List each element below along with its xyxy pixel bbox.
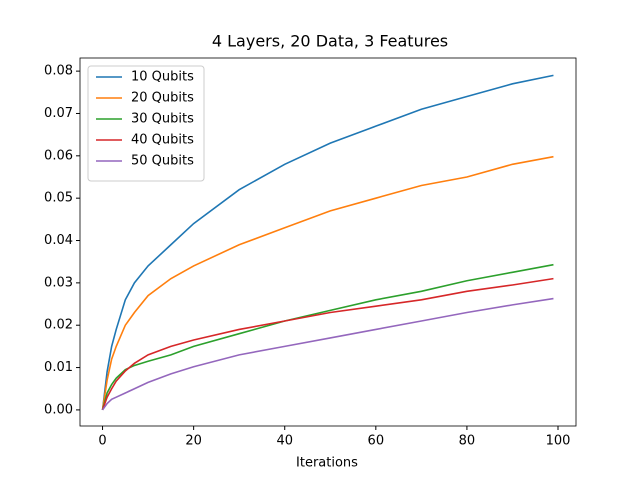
x-axis-label: Iterations	[296, 456, 358, 471]
y-tick-label: 0.00	[44, 402, 73, 417]
chart-title: 4 Layers, 20 Data, 3 Features	[212, 32, 448, 51]
x-tick-label: 100	[546, 434, 571, 449]
legend-box	[87, 65, 205, 182]
x-tick-label: 0	[98, 434, 106, 449]
y-tick-label: 0.07	[44, 106, 73, 121]
x-tick-label: 40	[276, 434, 293, 449]
legend-label: 30 Qubits	[131, 112, 194, 127]
legend-label: 50 Qubits	[131, 154, 194, 169]
y-tick-label: 0.06	[44, 148, 73, 163]
y-tick-label: 0.01	[44, 360, 73, 375]
y-tick-label: 0.08	[44, 64, 73, 79]
x-tick-label: 20	[185, 434, 202, 449]
y-tick-label: 0.03	[44, 275, 73, 290]
x-tick-label: 80	[459, 434, 476, 449]
legend-label: 20 Qubits	[131, 91, 194, 106]
series-line	[101, 155, 554, 411]
series-line	[101, 297, 554, 411]
series-line	[101, 263, 554, 411]
legend-label: 10 Qubits	[131, 70, 194, 85]
plot-frame	[79, 57, 577, 427]
x-tick-label: 60	[368, 434, 385, 449]
series-line	[101, 277, 554, 411]
y-tick-label: 0.04	[44, 233, 73, 248]
y-tick-label: 0.05	[44, 191, 73, 206]
y-tick-label: 0.02	[44, 318, 73, 333]
series-line	[101, 74, 554, 411]
legend-label: 40 Qubits	[131, 133, 194, 148]
